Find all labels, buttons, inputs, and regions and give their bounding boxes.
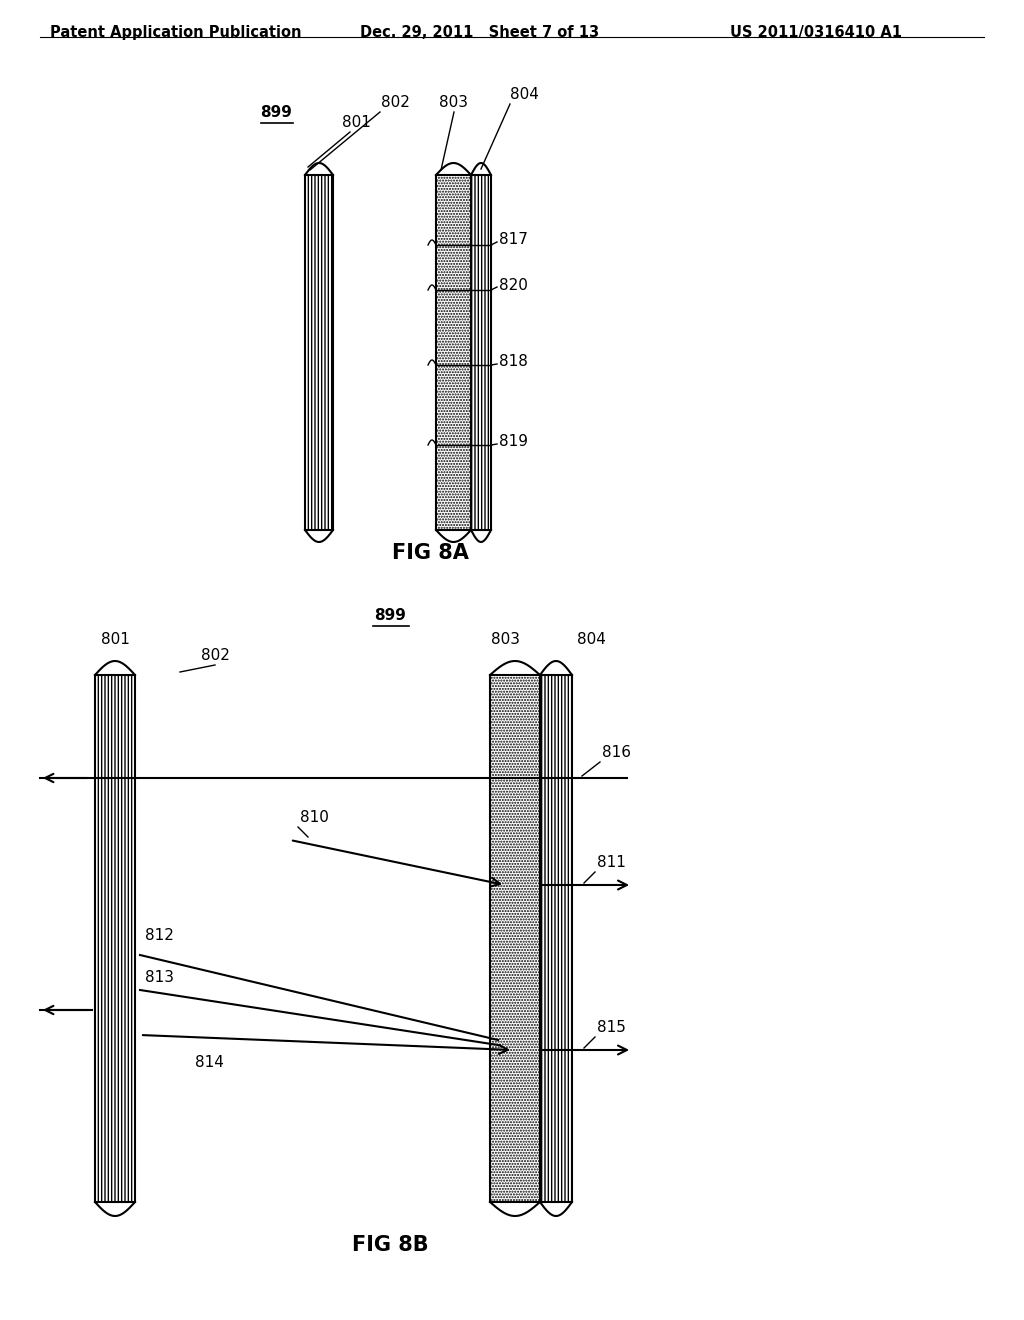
Text: 801: 801 xyxy=(100,632,129,647)
Bar xyxy=(95,675,135,1203)
Text: 802: 802 xyxy=(381,95,410,110)
Text: 803: 803 xyxy=(439,95,469,110)
Bar xyxy=(490,675,540,1203)
Text: 811: 811 xyxy=(597,855,626,870)
Text: 801: 801 xyxy=(342,115,371,129)
Text: 804: 804 xyxy=(510,87,539,102)
Text: 817: 817 xyxy=(499,232,528,248)
Text: 803: 803 xyxy=(490,632,519,647)
Text: Dec. 29, 2011   Sheet 7 of 13: Dec. 29, 2011 Sheet 7 of 13 xyxy=(360,25,599,40)
Text: Patent Application Publication: Patent Application Publication xyxy=(50,25,301,40)
Bar xyxy=(305,176,333,531)
Text: 810: 810 xyxy=(300,810,329,825)
Text: 820: 820 xyxy=(499,277,528,293)
Text: 802: 802 xyxy=(201,648,229,663)
Text: FIG 8B: FIG 8B xyxy=(351,1236,428,1255)
Text: FIG 8A: FIG 8A xyxy=(391,543,468,564)
Text: 813: 813 xyxy=(145,970,174,985)
Bar xyxy=(540,675,572,1203)
Text: 819: 819 xyxy=(499,434,528,450)
Text: 816: 816 xyxy=(602,744,631,760)
Text: 815: 815 xyxy=(597,1020,626,1035)
Bar xyxy=(471,176,490,531)
Text: 899: 899 xyxy=(374,609,406,623)
Bar xyxy=(436,176,471,531)
Text: US 2011/0316410 A1: US 2011/0316410 A1 xyxy=(730,25,902,40)
Text: 812: 812 xyxy=(145,928,174,942)
Text: 818: 818 xyxy=(499,355,528,370)
Text: 899: 899 xyxy=(260,106,292,120)
Text: 814: 814 xyxy=(195,1055,224,1071)
Text: 804: 804 xyxy=(577,632,606,647)
